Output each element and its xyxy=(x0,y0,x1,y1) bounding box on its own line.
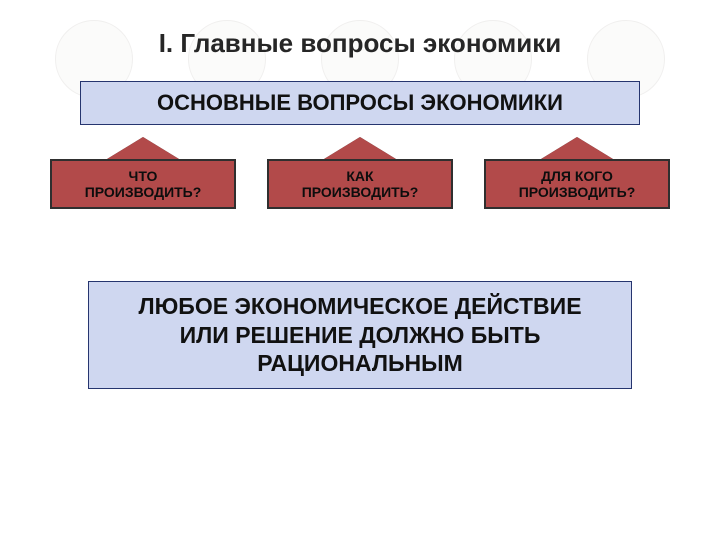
page-title: I. Главные вопросы экономики xyxy=(159,28,562,59)
arrow-row: ЧТО ПРОИЗВОДИТЬ? КАК ПРОИЗВОДИТЬ? ДЛЯ КО… xyxy=(50,137,670,209)
arrow-block-what: ЧТО ПРОИЗВОДИТЬ? xyxy=(50,137,236,209)
arrow-block-how: КАК ПРОИЗВОДИТЬ? xyxy=(267,137,453,209)
arrow-label-for-whom: ДЛЯ КОГО ПРОИЗВОДИТЬ? xyxy=(484,159,670,209)
slide-content: I. Главные вопросы экономики ОСНОВНЫЕ ВО… xyxy=(0,0,720,540)
arrow-block-for-whom: ДЛЯ КОГО ПРОИЗВОДИТЬ? xyxy=(484,137,670,209)
arrow-label-what: ЧТО ПРОИЗВОДИТЬ? xyxy=(50,159,236,209)
arrow-head-icon xyxy=(324,137,396,159)
arrow-head-icon xyxy=(107,137,179,159)
arrow-label-how: КАК ПРОИЗВОДИТЬ? xyxy=(267,159,453,209)
main-banner: ОСНОВНЫЕ ВОПРОСЫ ЭКОНОМИКИ xyxy=(80,81,640,125)
statement-box: ЛЮБОЕ ЭКОНОМИЧЕСКОЕ ДЕЙСТВИЕ ИЛИ РЕШЕНИЕ… xyxy=(88,281,632,389)
arrow-head-icon xyxy=(541,137,613,159)
